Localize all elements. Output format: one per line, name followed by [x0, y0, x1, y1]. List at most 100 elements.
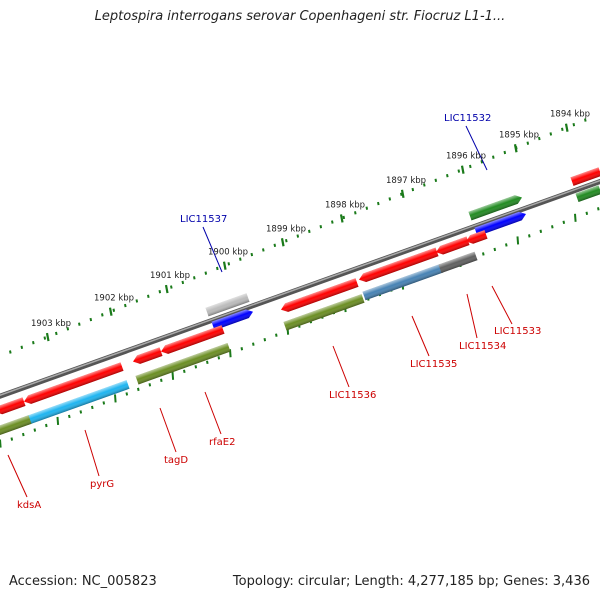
outer-tick — [273, 243, 277, 247]
scale-label-1903: 1903 kbp — [31, 319, 71, 329]
outer-scale-ticks — [9, 118, 587, 354]
feature-kdsA-cds-shade — [0, 397, 26, 415]
gene-label-LIC11535: LIC11535 — [410, 359, 457, 370]
inner-tick — [539, 229, 543, 234]
leader-tagD — [159, 407, 177, 453]
outer-tick — [193, 276, 196, 280]
outer-tick — [572, 122, 576, 127]
scale-label-1899: 1899 kbp — [266, 224, 306, 234]
outer-tick — [181, 280, 185, 285]
feature-LIC11532-cog — [474, 211, 527, 237]
inner-tick — [562, 220, 566, 225]
leader-LIC11536 — [332, 345, 350, 388]
scale-label-1897: 1897 kbp — [386, 176, 426, 186]
inner-tick — [148, 383, 152, 387]
gene-label-LIC11533: LIC11533 — [494, 326, 541, 337]
inner-tick — [551, 225, 554, 229]
outer-tick — [32, 341, 35, 345]
feature-LIC11535-cog — [362, 263, 444, 301]
feature-LIC11533-cds — [466, 230, 488, 244]
feature-LIC11532-cog-shade — [474, 211, 527, 237]
topology-text: Topology: circular; Length: 4,277,185 bp… — [232, 574, 590, 589]
feature-pyrG-cds — [24, 362, 124, 404]
inner-tick — [482, 252, 485, 256]
major-tick-1898 — [339, 214, 344, 223]
scale-label-1898: 1898 kbp — [325, 200, 365, 210]
feature-LIC11537-cds-shade — [205, 293, 250, 317]
feature-kdsA-cog-shade — [0, 415, 32, 437]
inner-tick — [263, 338, 267, 342]
leader-LIC11532 — [465, 125, 488, 171]
outer-tick — [124, 303, 127, 308]
leader-pyrG — [84, 429, 100, 477]
feature-LIC11535-cog-shade — [362, 263, 444, 301]
outer-tick — [239, 257, 242, 261]
inner-tick — [252, 342, 255, 346]
inner-tick — [45, 423, 48, 428]
outer-tick — [469, 164, 472, 169]
leader-LIC11533 — [491, 285, 513, 325]
outer-tick — [285, 238, 288, 243]
feature-rfaE2-cog-shade — [135, 343, 231, 385]
major-tick-1896 — [460, 165, 465, 174]
outer-tick — [342, 215, 346, 220]
outer-tick — [227, 262, 231, 266]
feature-LIC11536-cog-shade — [283, 294, 365, 331]
leader-LIC11534 — [466, 293, 478, 339]
outer-tick — [365, 206, 369, 210]
outer-tick — [388, 197, 392, 201]
feature-rfaE2-cds — [161, 325, 225, 354]
outer-tick — [170, 285, 173, 289]
outer-tick — [250, 252, 254, 257]
feature-LIC11534-cog-shade — [438, 251, 478, 274]
backbone-line-highlight — [0, 179, 600, 397]
label-leaders — [7, 125, 513, 498]
outer-tick — [538, 136, 541, 141]
outer-tick — [20, 345, 24, 350]
feature-LIC11534-cog — [438, 251, 478, 274]
feature-rfaE2-cog — [135, 343, 231, 385]
inner-tick — [505, 243, 508, 247]
feature-LIC11532-cds — [468, 195, 523, 221]
inner-tick — [183, 369, 186, 374]
outer-tick — [584, 118, 587, 122]
accession-text: Accession: NC_005823 — [9, 574, 157, 589]
gene-label-pyrG: pyrG — [90, 479, 114, 490]
feature-pyrG-cog — [25, 380, 130, 425]
outer-tick — [400, 192, 403, 196]
backbone-line-dark — [0, 178, 600, 399]
outer-tick — [423, 183, 426, 187]
outer-tick — [457, 169, 461, 173]
inner-tick — [493, 247, 497, 252]
inner-tick — [574, 213, 577, 222]
feature-LIC11536-cds-shade — [281, 278, 359, 312]
inner-tick — [240, 347, 244, 351]
major-tick-1902 — [108, 307, 113, 316]
feature-right-cds — [570, 167, 600, 186]
inner-tick — [528, 234, 531, 238]
feature-LIC11535-cds-shade — [359, 247, 439, 283]
feature-kdsA-cog — [0, 415, 32, 437]
feature-right-cog — [575, 185, 600, 203]
outer-tick — [296, 234, 300, 238]
feature-LIC11536-cog — [283, 294, 365, 331]
feature-right-cds-shade — [570, 167, 600, 186]
inner-tick — [137, 387, 140, 392]
outer-tick — [492, 155, 495, 159]
major-tick-1897 — [400, 189, 405, 199]
genome-title: Leptospira interrogans serovar Copenhage… — [94, 9, 506, 24]
outer-tick — [319, 225, 323, 229]
outer-tick — [216, 266, 219, 271]
gene-label-rfaE2: rfaE2 — [209, 437, 235, 448]
gene-features — [0, 167, 600, 437]
outer-tick — [434, 178, 438, 183]
gene-label-LIC11534: LIC11534 — [459, 341, 506, 352]
gene-label-tagD: tagD — [164, 455, 188, 466]
outer-tick — [331, 220, 334, 224]
scale-labels: 1894 kbp 1895 kbp 1896 kbp 1897 kbp 1898 kbp… — [31, 110, 590, 329]
inner-tick — [33, 428, 37, 432]
outer-tick — [135, 299, 139, 303]
feature-tagD-cds — [133, 347, 163, 364]
feature-rfaE2-cds-shade — [161, 325, 225, 354]
